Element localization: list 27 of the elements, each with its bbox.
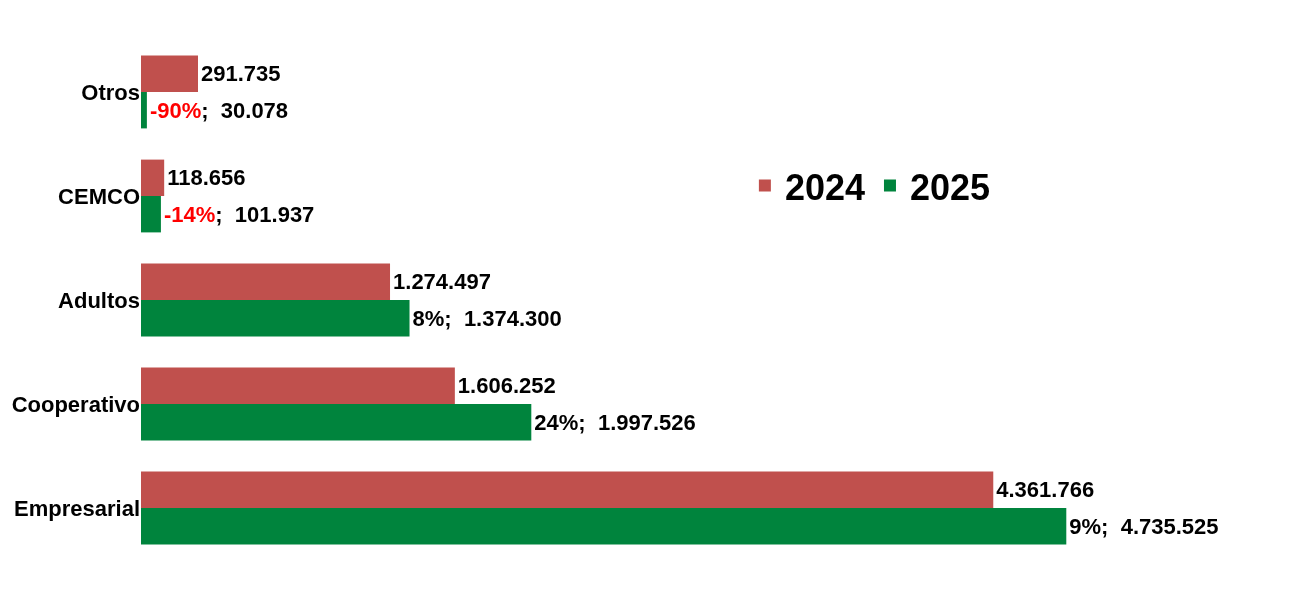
y-tick-label: Empresarial: [14, 495, 140, 521]
bar: [141, 300, 410, 337]
data-label: -90%; 30.078: [149, 97, 289, 123]
y-tick-label: Otros: [81, 79, 140, 105]
legend-label: 2025: [909, 166, 991, 208]
y-tick-label: Cooperativo: [11, 391, 140, 417]
bar: [141, 508, 1067, 545]
y-tick-label: CEMCO: [58, 183, 140, 209]
data-label: 4.361.766: [996, 477, 1095, 503]
bar: [141, 55, 198, 92]
data-label: 118.656: [167, 165, 246, 191]
bar: [141, 404, 532, 441]
y-tick-label: Adultos: [58, 287, 140, 313]
data-label: 1.606.252: [457, 373, 556, 399]
data-label: 24%; 1.997.526: [534, 409, 696, 435]
data-label: 9%; 4.735.525: [1069, 513, 1219, 539]
legend-label: 2024: [784, 166, 865, 208]
data-label: -14%; 101.937: [163, 201, 315, 227]
data-label: 291.735: [201, 61, 281, 87]
bar: [141, 196, 161, 233]
data-label: 1.274.497: [393, 269, 491, 295]
bar: [141, 367, 455, 404]
bar: [141, 92, 147, 129]
bar: [141, 471, 994, 508]
bar: [141, 159, 165, 196]
bar: [141, 263, 391, 300]
data-label: 8%; 1.374.300: [412, 305, 562, 331]
